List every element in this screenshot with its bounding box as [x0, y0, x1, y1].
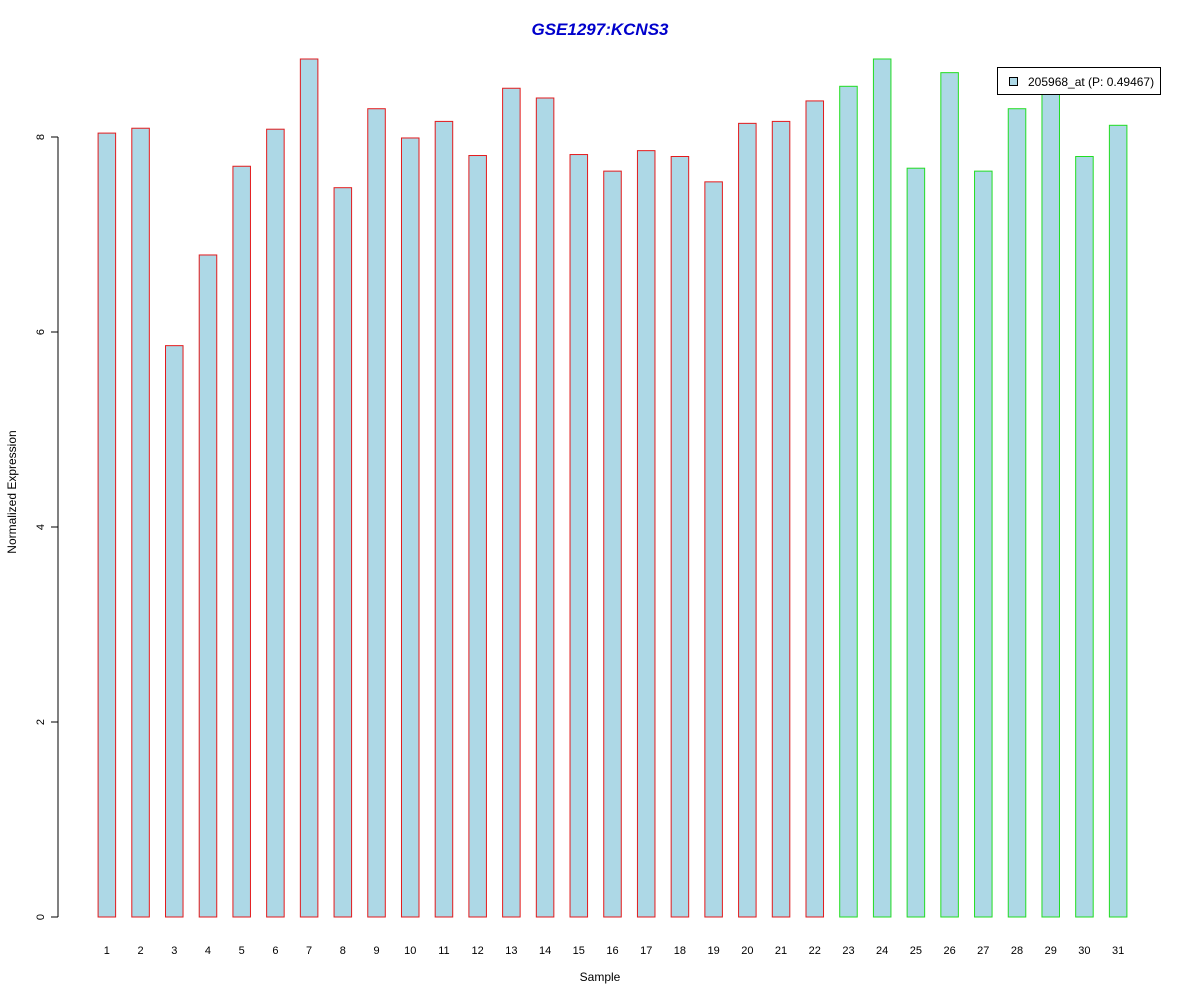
x-axis-label: Sample — [579, 970, 621, 984]
bar-sample-15 — [569, 154, 589, 918]
y-tick-label: 0 — [35, 914, 47, 920]
y-tick-label: 4 — [35, 524, 47, 530]
x-tick-label: 26 — [943, 945, 955, 957]
x-tick-label: 20 — [741, 945, 753, 957]
bar-sample-3 — [165, 345, 184, 918]
bar-sample-10 — [400, 137, 420, 918]
x-tick-label: 17 — [640, 945, 652, 957]
x-tick-label: 19 — [708, 945, 720, 957]
bar-sample-6 — [266, 128, 285, 918]
bar-sample-13 — [502, 87, 521, 918]
chart-title: GSE1297:KCNS3 — [531, 20, 669, 39]
bar-sample-2 — [131, 127, 150, 918]
bar-sample-8 — [333, 187, 353, 918]
x-tick-label: 16 — [606, 945, 618, 957]
x-tick-label: 28 — [1011, 945, 1023, 957]
x-tick-label: 2 — [138, 945, 144, 957]
bar-sample-28 — [1007, 108, 1027, 918]
bar-sample-16 — [603, 170, 622, 918]
bar-sample-18 — [670, 156, 690, 918]
bar-sample-14 — [535, 97, 555, 918]
bar-sample-9 — [367, 108, 386, 918]
x-tick-label: 12 — [472, 945, 484, 957]
bar-sample-30 — [1075, 156, 1094, 918]
bar-sample-26 — [940, 72, 959, 918]
x-tick-label: 13 — [505, 945, 517, 957]
x-tick-label: 30 — [1078, 945, 1090, 957]
bar-sample-25 — [906, 167, 926, 918]
x-tick-label: 15 — [573, 945, 585, 957]
y-tick-label: 8 — [35, 134, 47, 140]
x-tick-label: 7 — [306, 945, 312, 957]
x-tick-label: 5 — [239, 945, 245, 957]
bar-sample-19 — [704, 181, 723, 918]
x-tick-label: 27 — [977, 945, 989, 957]
bar-sample-11 — [434, 120, 454, 918]
bar-sample-21 — [771, 120, 791, 918]
legend-label: 205968_at (P: 0.49467) — [1028, 75, 1155, 89]
legend-swatch — [1009, 77, 1018, 86]
x-tick-label: 29 — [1045, 945, 1057, 957]
legend: 205968_at (P: 0.49467) — [997, 67, 1161, 95]
bar-sample-31 — [1108, 124, 1128, 918]
x-tick-label: 22 — [809, 945, 821, 957]
bar-sample-24 — [872, 58, 892, 918]
bar-sample-27 — [974, 170, 993, 918]
x-tick-label: 21 — [775, 945, 787, 957]
bar-sample-23 — [839, 85, 858, 918]
bar-sample-22 — [805, 100, 825, 918]
x-tick-label: 25 — [910, 945, 922, 957]
bar-sample-12 — [468, 155, 487, 918]
bar-sample-4 — [198, 254, 218, 918]
y-tick-label: 2 — [35, 719, 47, 725]
y-axis-label: Normalized Expression — [5, 430, 19, 554]
x-tick-label: 11 — [438, 945, 449, 957]
x-tick-label: 31 — [1112, 945, 1124, 957]
bar-sample-17 — [636, 150, 656, 918]
bar-sample-1 — [97, 132, 117, 918]
bar-sample-20 — [738, 122, 757, 918]
y-tick-label: 6 — [35, 329, 47, 335]
x-tick-label: 14 — [539, 945, 551, 957]
bar-sample-7 — [299, 58, 319, 918]
x-tick-label: 23 — [842, 945, 854, 957]
x-tick-label: 4 — [205, 945, 211, 957]
x-tick-label: 18 — [674, 945, 686, 957]
x-tick-label: 8 — [340, 945, 346, 957]
bar-sample-29 — [1041, 92, 1060, 918]
x-tick-label: 3 — [171, 945, 177, 957]
x-tick-label: 6 — [272, 945, 278, 957]
x-tick-label: 24 — [876, 945, 888, 957]
bar-sample-5 — [232, 165, 251, 918]
x-tick-label: 10 — [404, 945, 416, 957]
x-tick-label: 9 — [373, 945, 379, 957]
x-tick-label: 1 — [104, 945, 110, 957]
